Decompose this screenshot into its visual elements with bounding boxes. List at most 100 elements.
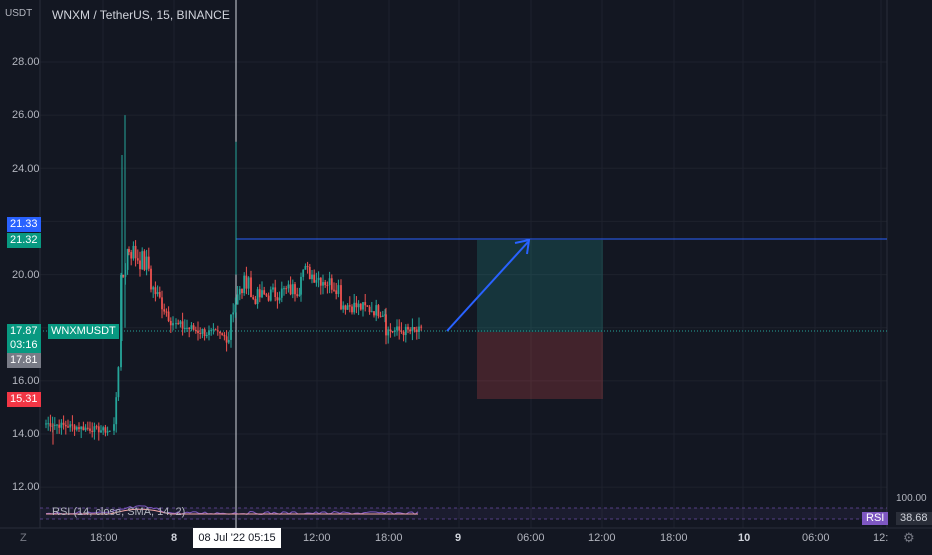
candle-body <box>78 427 80 430</box>
candle-body <box>219 331 221 334</box>
candle-body <box>377 305 380 317</box>
rsi-legend[interactable]: RSI (14, close, SMA, 14, 2) <box>52 506 186 518</box>
countdown-tag: 03:16 <box>7 338 41 353</box>
candle-body <box>232 312 235 315</box>
candle-body <box>389 329 392 332</box>
time-tick-day: 10 <box>738 532 751 544</box>
candle-body <box>335 290 338 295</box>
candle-body <box>375 305 378 316</box>
candle-body <box>216 330 219 332</box>
candle-body <box>106 431 109 433</box>
settings-icon[interactable]: ⚙ <box>903 530 915 545</box>
price-tick: 28.00 <box>12 56 40 68</box>
rsi-sma-line <box>46 508 418 515</box>
price-tick: 12.00 <box>12 481 40 493</box>
candle-body <box>319 277 322 286</box>
rsi-badge: RSI <box>862 512 889 525</box>
price-tick: 14.00 <box>12 428 40 440</box>
price-tick: 26.00 <box>12 109 40 121</box>
target-zone[interactable] <box>477 240 603 332</box>
candle-body <box>147 256 150 269</box>
stop-zone[interactable] <box>477 332 603 399</box>
candles <box>45 115 423 445</box>
candle-body <box>122 274 125 277</box>
symbol-tag: WNXMUSDT <box>48 324 119 339</box>
candle-body <box>47 423 50 425</box>
time-tick: 12: <box>873 532 889 544</box>
candle-body <box>287 284 290 289</box>
candle-body <box>102 427 105 431</box>
candle-body <box>64 424 67 427</box>
candle-body <box>150 268 152 290</box>
rsi-upper-label: 100.00 <box>896 493 927 504</box>
time-tick: 06:00 <box>802 532 830 544</box>
candle-body <box>158 292 161 298</box>
candle-body <box>234 304 237 313</box>
last-price-tag: 17.87 <box>7 324 41 339</box>
candle-body <box>289 284 292 295</box>
candle-body <box>91 430 94 432</box>
candle-body <box>278 297 281 301</box>
candle-body <box>60 422 63 428</box>
time-tick: 18:00 <box>660 532 688 544</box>
candle-body <box>188 327 191 329</box>
rsi-band-fill <box>40 508 887 519</box>
candle-body <box>353 302 356 313</box>
candle-body <box>53 424 56 426</box>
candle-body <box>355 302 358 308</box>
candle-body <box>190 325 193 329</box>
candle-body <box>89 428 91 431</box>
candle-body <box>404 326 407 336</box>
candle-body <box>86 427 89 429</box>
time-cursor-label: 08 Jul '22 05:15 <box>193 528 281 548</box>
candle-body <box>210 329 213 331</box>
target-price-tag-2: 21.32 <box>7 233 41 248</box>
candle-body <box>100 430 102 433</box>
candle-body <box>398 326 401 331</box>
candle-body <box>227 339 230 343</box>
candle-body <box>263 290 266 295</box>
zoom-icon[interactable]: Z <box>20 532 27 544</box>
trend-arrow-head <box>514 238 531 255</box>
candle-body <box>197 330 199 333</box>
candle-body <box>348 305 351 307</box>
candle-body <box>344 305 347 310</box>
candle-body <box>134 245 137 259</box>
grid <box>40 0 887 528</box>
candle-body <box>175 323 177 325</box>
candle-body <box>396 326 398 331</box>
candle-body <box>139 260 141 270</box>
candle-body <box>370 311 373 313</box>
chart-title[interactable]: WNXM / TetherUS, 15, BINANCE <box>52 8 230 22</box>
candle-body <box>214 329 217 331</box>
candle-body <box>154 287 157 295</box>
currency-label: USDT <box>5 8 33 19</box>
candle-body <box>381 315 384 317</box>
candle-body <box>252 297 255 299</box>
candle-body <box>261 290 263 298</box>
candle-body <box>274 287 277 297</box>
rsi-value: 38.68 <box>896 512 932 525</box>
time-tick: 12:00 <box>303 532 331 544</box>
candle-body <box>267 295 270 301</box>
candle-body <box>308 266 311 280</box>
price-tick: 24.00 <box>12 163 40 175</box>
price-tick: 20.00 <box>12 269 40 281</box>
candle-body <box>128 249 130 253</box>
candle-body <box>291 284 294 295</box>
candle-body <box>317 277 320 281</box>
candle-body <box>326 285 329 287</box>
candle-body <box>179 321 182 325</box>
candle-body <box>84 427 87 431</box>
candle-body <box>205 335 208 337</box>
candle-body <box>69 424 72 428</box>
candle-body <box>340 285 342 310</box>
candle-body <box>254 298 257 305</box>
candle-body <box>272 287 274 290</box>
trend-arrow[interactable] <box>446 241 529 332</box>
target-price-tag: 21.33 <box>7 217 41 232</box>
candle-body <box>351 306 353 313</box>
candle-body <box>56 424 58 426</box>
